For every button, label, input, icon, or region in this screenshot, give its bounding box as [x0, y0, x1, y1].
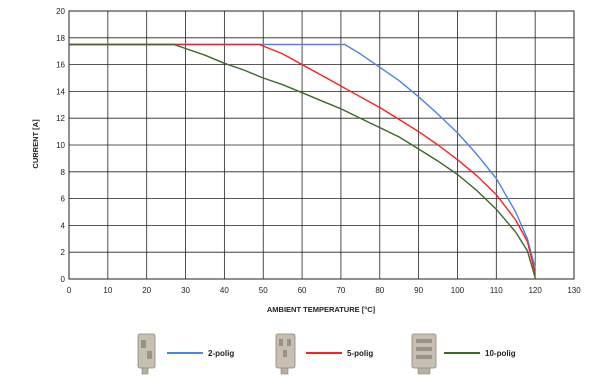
y-tick-label: 6: [61, 195, 66, 204]
x-tick-label: 20: [142, 286, 151, 295]
x-tick-label: 30: [181, 286, 190, 295]
legend-swatch-2-polig: [167, 352, 203, 354]
y-tick-label: 14: [56, 87, 65, 96]
y-tick-label: 8: [61, 168, 66, 177]
y-tick-label: 10: [56, 141, 65, 150]
y-axis-label: CURRENT [A]: [31, 119, 40, 169]
legend-swatch-5-polig: [306, 352, 342, 354]
legend-2-polig: 2-polig: [133, 330, 234, 376]
x-tick-label: 70: [336, 286, 345, 295]
legend-label-5-polig: 5-polig: [347, 348, 374, 358]
y-tick-label: 20: [56, 7, 65, 16]
x-axis-label: AMBIENT TEMPERATURE [°C]: [267, 305, 376, 314]
y-tick-label: 2: [61, 248, 66, 257]
x-tick-label: 80: [375, 286, 384, 295]
x-tick-label: 100: [451, 286, 465, 295]
connector-5-polig-icon: [275, 333, 296, 375]
x-tick-label: 50: [259, 286, 268, 295]
x-tick-label: 110: [490, 286, 503, 295]
y-tick-label: 12: [56, 114, 65, 123]
legend-5-polig: 5-polig: [272, 330, 373, 376]
y-tick-label: 0: [61, 275, 66, 284]
y-tick-labels: 0 2 4 6 8 10 12 14 16 18 20: [56, 7, 65, 284]
x-tick-label: 120: [528, 286, 542, 295]
legend-label-10-polig: 10-polig: [485, 348, 516, 358]
y-tick-label: 18: [56, 34, 65, 43]
legend-label-2-polig: 2-polig: [208, 348, 235, 358]
x-tick-label: 10: [103, 286, 112, 295]
legend-swatch-10-polig: [444, 352, 480, 354]
series-line-5-polig: [69, 43, 536, 274]
series-line-10-polig: [69, 43, 536, 278]
legend-10-polig: 10-polig: [410, 330, 516, 376]
y-tick-label: 4: [61, 221, 66, 230]
x-tick-label: 40: [220, 286, 229, 295]
x-tick-label: 130: [567, 286, 581, 295]
x-tick-label: 0: [67, 286, 72, 295]
connector-10-polig-icon: [411, 333, 437, 375]
grid: [68, 10, 575, 280]
series-line-2-polig: [69, 43, 536, 269]
series-lines: [69, 43, 536, 278]
y-tick-label: 16: [56, 61, 65, 70]
x-tick-label: 60: [298, 286, 307, 295]
x-tick-label: 90: [414, 286, 423, 295]
x-tick-labels: 0 10 20 30 40 50 60 70 80 90 100 110 120 130: [67, 286, 581, 295]
connector-2-polig-icon: [137, 333, 156, 375]
